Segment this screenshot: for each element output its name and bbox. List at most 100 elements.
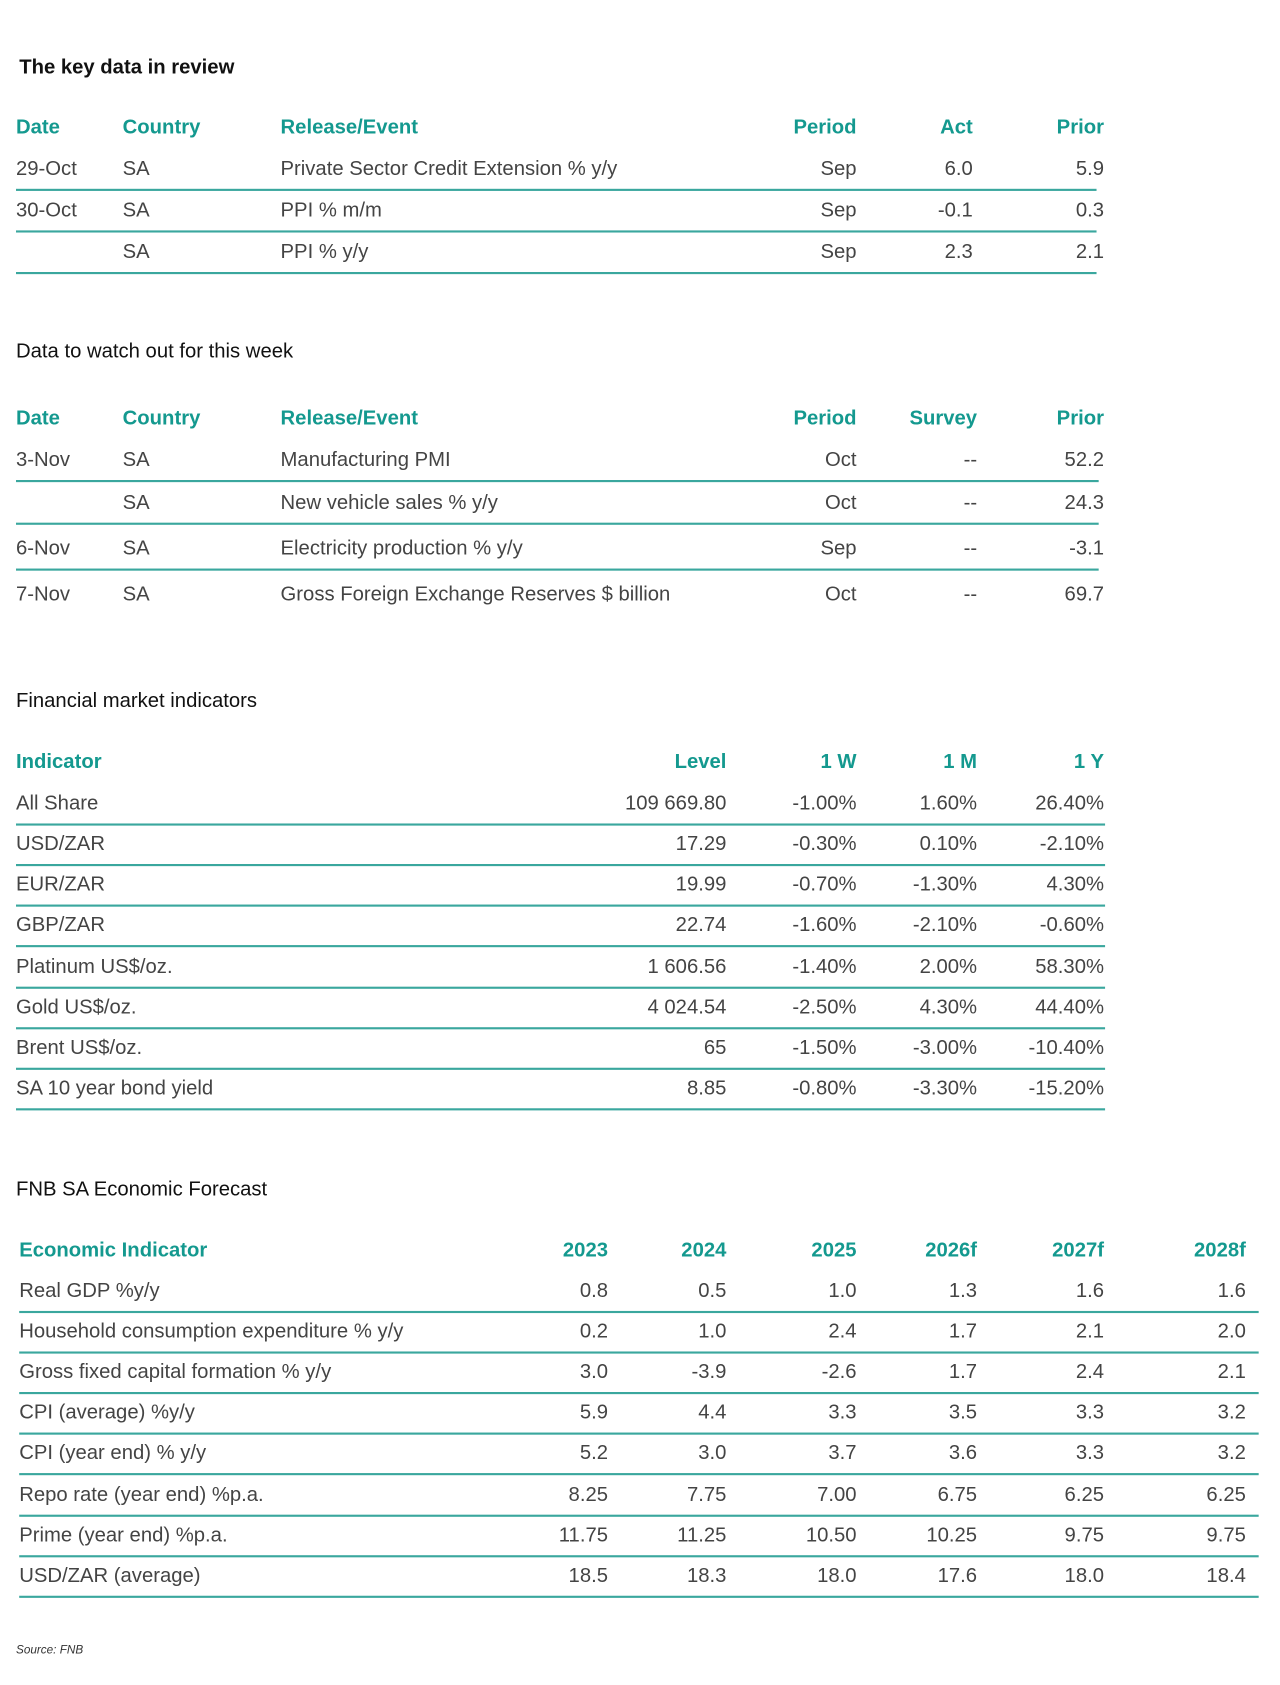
table-cell: 3.0: [698, 1442, 727, 1465]
table-cell: 11.75: [558, 1524, 609, 1547]
table-cell: -1.50%: [792, 1036, 857, 1060]
table-cell: 1.0: [828, 1280, 857, 1303]
table-cell: PPI % y/y: [280, 241, 369, 264]
table-cell: 1.0: [698, 1320, 727, 1343]
table-cell: 18.0: [817, 1564, 857, 1588]
table-cell: -0.1: [937, 199, 973, 222]
table-cell: 30-Oct: [16, 199, 77, 222]
table-cell: -3.1: [1069, 537, 1105, 561]
column-header: 2023: [562, 1239, 609, 1262]
column-header: Date: [16, 116, 60, 139]
table-cell: 5.9: [579, 1401, 609, 1425]
column-header: 1 M: [943, 750, 978, 774]
table-cell: 3-Nov: [16, 449, 71, 472]
table-cell: 5.2: [579, 1442, 609, 1465]
table-cell: CPI (average) %y/y: [19, 1401, 195, 1425]
table-cell: -2.10%: [912, 914, 978, 937]
table-cell: 3.0: [579, 1361, 609, 1384]
table-cell: -2.6: [821, 1361, 857, 1384]
row-divider: [16, 522, 1099, 525]
row-divider: [19, 1392, 1259, 1394]
column-header: Release/Event: [280, 407, 418, 430]
table-cell: 9.75: [1064, 1524, 1105, 1547]
table-cell: 1 606.56: [647, 955, 727, 979]
table-cell: 1.60%: [919, 792, 978, 815]
table-cell: 3.6: [948, 1442, 978, 1465]
column-header: Economic Indicator: [19, 1239, 208, 1262]
column-header: Period: [793, 407, 857, 430]
table-cell: 6.75: [937, 1483, 978, 1507]
table-cell: 2.3: [944, 241, 973, 264]
table-cell: Repo rate (year end) %p.a.: [19, 1483, 264, 1507]
table-cell: 65: [703, 1036, 727, 1060]
table-cell: 2.1: [1075, 1320, 1105, 1343]
table-cell: 2.4: [828, 1320, 857, 1343]
table-cell: --: [963, 449, 978, 472]
row-divider: [16, 904, 1106, 907]
table-cell: SA: [122, 491, 150, 515]
table-cell: Gross fixed capital formation % y/y: [19, 1361, 332, 1384]
row-divider: [16, 188, 1097, 191]
table-cell: 44.40%: [1035, 996, 1105, 1019]
row-divider: [16, 480, 1099, 482]
column-header: Period: [793, 116, 857, 139]
column-header: Indicator: [16, 750, 102, 774]
table-cell: EUR/ZAR: [16, 873, 105, 897]
table-cell: -0.70%: [792, 873, 857, 897]
row-divider: [19, 1555, 1259, 1557]
table-cell: 2.0: [1217, 1320, 1246, 1343]
table-cell: Sep: [820, 241, 857, 264]
table-cell: 1.7: [948, 1320, 978, 1343]
row-divider: [16, 230, 1097, 233]
table-cell: 24.3: [1064, 491, 1105, 515]
section-title: Financial market indicators: [16, 690, 258, 713]
table-cell: 7-Nov: [16, 583, 71, 606]
table-cell: 18.4: [1206, 1564, 1246, 1588]
table-cell: 18.3: [686, 1564, 727, 1588]
column-header: Country: [122, 407, 201, 430]
table-cell: 0.2: [579, 1320, 609, 1343]
row-divider: [16, 986, 1106, 989]
table-cell: -10.40%: [1028, 1036, 1105, 1060]
table-cell: SA: [122, 157, 150, 181]
table-cell: Oct: [825, 583, 857, 606]
table-cell: 3.2: [1217, 1442, 1246, 1465]
row-divider: [19, 1310, 1259, 1313]
table-cell: 6.25: [1206, 1483, 1246, 1507]
row-divider: [19, 1595, 1259, 1598]
table-cell: 4.30%: [919, 996, 978, 1019]
table-cell: 19.99: [675, 873, 727, 897]
table-cell: SA: [122, 449, 150, 472]
table-cell: 18.0: [1064, 1564, 1105, 1588]
column-header: 1 W: [820, 750, 857, 774]
column-header: Country: [122, 116, 201, 139]
table-cell: 1.7: [948, 1361, 978, 1384]
table-cell: SA: [122, 583, 150, 606]
table-cell: 4.4: [698, 1401, 727, 1425]
table-cell: -2.10%: [1039, 833, 1105, 856]
table-cell: Gold US$/oz.: [16, 996, 137, 1019]
table-cell: Private Sector Credit Extension % y/y: [280, 157, 618, 181]
column-header: Release/Event: [280, 116, 418, 139]
table-cell: USD/ZAR (average): [19, 1564, 201, 1588]
table-cell: -0.30%: [792, 833, 857, 856]
table-cell: 1.6: [1075, 1280, 1105, 1303]
column-header: Act: [940, 116, 973, 139]
table-cell: Sep: [820, 199, 857, 222]
table-cell: 17.6: [937, 1564, 978, 1588]
section-title: FNB SA Economic Forecast: [16, 1178, 268, 1202]
table-cell: 3.5: [948, 1401, 978, 1425]
table-cell: -0.80%: [792, 1077, 857, 1100]
row-divider: [16, 1067, 1106, 1070]
table-cell: Manufacturing PMI: [280, 449, 451, 472]
table-cell: 29-Oct: [16, 157, 77, 181]
column-header: 2026f: [925, 1239, 978, 1262]
column-header: 2025: [811, 1239, 857, 1262]
table-cell: CPI (year end) % y/y: [19, 1442, 207, 1465]
table-cell: Oct: [825, 491, 857, 515]
table-cell: Prime (year end) %p.a.: [19, 1524, 228, 1547]
table-cell: 7.75: [686, 1483, 727, 1507]
table-cell: -0.60%: [1039, 914, 1105, 937]
row-divider: [16, 1027, 1106, 1029]
table-cell: -1.60%: [792, 914, 857, 937]
